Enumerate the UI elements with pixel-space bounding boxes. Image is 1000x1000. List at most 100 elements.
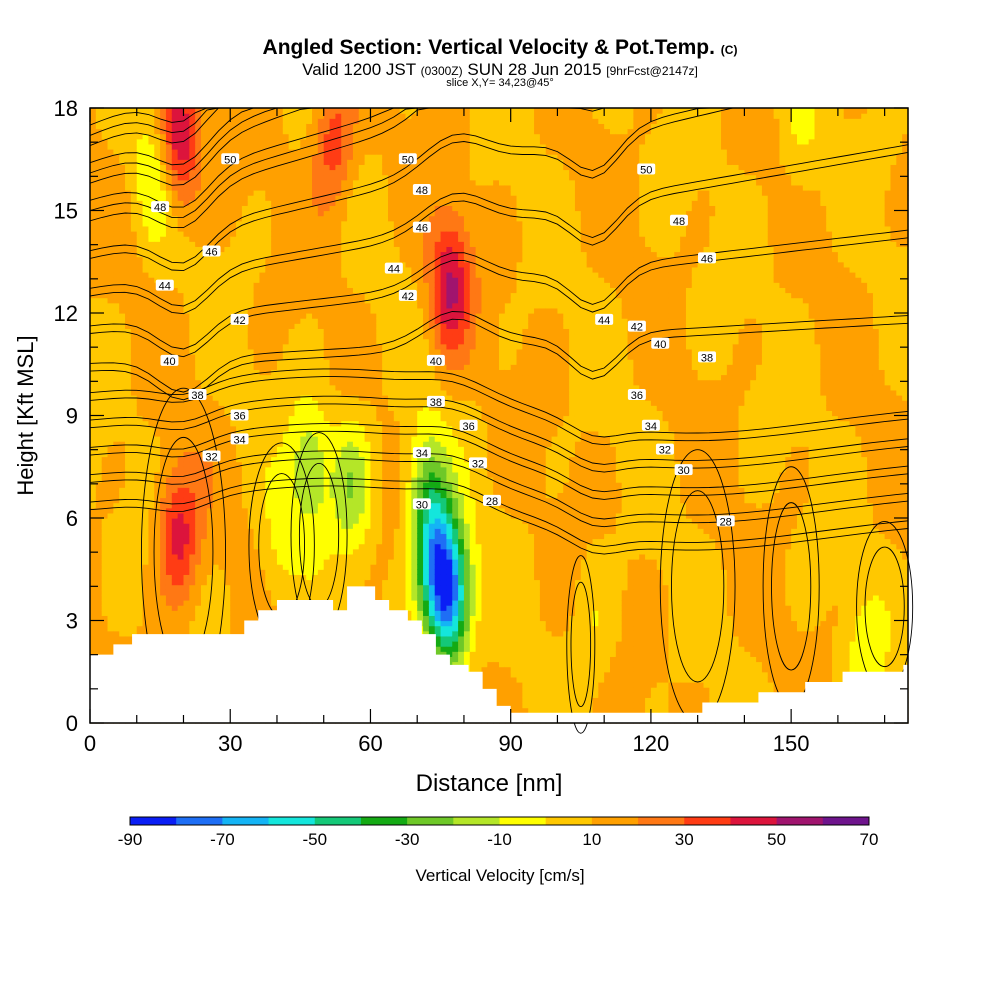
velocity-cell bbox=[259, 348, 266, 355]
velocity-cell bbox=[183, 528, 190, 534]
velocity-cell bbox=[265, 441, 272, 447]
velocity-cell bbox=[317, 461, 325, 468]
velocity-cell bbox=[276, 302, 284, 309]
velocity-cell bbox=[253, 241, 261, 247]
velocity-cell bbox=[119, 441, 126, 447]
velocity-cell bbox=[276, 338, 284, 345]
velocity-cell bbox=[306, 123, 313, 130]
velocity-cell bbox=[101, 579, 109, 586]
velocity-cell bbox=[329, 548, 336, 555]
velocity-cell bbox=[183, 266, 190, 273]
velocity-cell bbox=[323, 497, 331, 504]
velocity-cell bbox=[183, 215, 190, 222]
velocity-cell bbox=[90, 630, 97, 637]
velocity-cell bbox=[230, 164, 237, 171]
velocity-cell bbox=[300, 128, 307, 135]
velocity-cell bbox=[206, 466, 214, 473]
velocity-cell bbox=[282, 569, 290, 575]
velocity-cell bbox=[218, 410, 225, 417]
velocity-cell bbox=[306, 466, 313, 473]
velocity-cell bbox=[271, 461, 278, 468]
velocity-cell bbox=[142, 123, 150, 130]
velocity-cell bbox=[142, 195, 150, 201]
velocity-cell bbox=[306, 564, 313, 570]
velocity-cell bbox=[317, 348, 325, 355]
velocity-cell bbox=[282, 179, 290, 186]
velocity-cell bbox=[113, 507, 120, 514]
velocity-cell bbox=[101, 364, 109, 370]
velocity-cell bbox=[107, 646, 114, 652]
velocity-cell bbox=[265, 190, 272, 196]
velocity-cell bbox=[119, 169, 126, 176]
velocity-cell bbox=[306, 441, 313, 447]
velocity-cell bbox=[265, 533, 272, 540]
velocity-cell bbox=[288, 446, 296, 452]
velocity-cell bbox=[218, 277, 225, 283]
velocity-cell bbox=[282, 533, 290, 540]
velocity-cell bbox=[288, 251, 296, 258]
velocity-cell bbox=[101, 425, 109, 432]
velocity-cell bbox=[317, 277, 325, 283]
velocity-cell bbox=[90, 143, 97, 150]
velocity-cell bbox=[183, 564, 190, 570]
velocity-cell bbox=[101, 354, 109, 360]
velocity-cell bbox=[136, 220, 144, 227]
velocity-cell bbox=[294, 138, 301, 145]
velocity-cell bbox=[201, 425, 208, 432]
velocity-cell bbox=[300, 548, 307, 555]
velocity-cell bbox=[195, 507, 202, 514]
velocity-cell bbox=[171, 451, 179, 458]
velocity-cell bbox=[130, 128, 138, 135]
velocity-cell bbox=[306, 159, 313, 165]
velocity-cell bbox=[130, 369, 138, 376]
velocity-cell bbox=[160, 174, 167, 181]
velocity-cell bbox=[189, 328, 196, 335]
velocity-cell bbox=[247, 497, 255, 504]
velocity-cell bbox=[113, 302, 120, 309]
velocity-cell bbox=[160, 328, 167, 335]
velocity-cell bbox=[113, 502, 120, 509]
velocity-cell bbox=[236, 538, 243, 545]
velocity-cell bbox=[218, 354, 225, 360]
velocity-cell bbox=[189, 302, 196, 309]
velocity-cell bbox=[317, 343, 325, 350]
velocity-cell bbox=[218, 133, 225, 140]
velocity-cell bbox=[247, 446, 255, 452]
velocity-cell bbox=[271, 471, 278, 478]
velocity-cell bbox=[241, 384, 249, 391]
velocity-cell bbox=[253, 236, 261, 242]
velocity-cell bbox=[189, 246, 196, 253]
velocity-cell bbox=[95, 492, 103, 499]
velocity-cell bbox=[241, 241, 249, 247]
velocity-cell bbox=[241, 564, 249, 570]
velocity-cell bbox=[195, 461, 202, 468]
velocity-cell bbox=[212, 528, 220, 534]
velocity-cell bbox=[125, 236, 132, 242]
velocity-cell bbox=[101, 369, 109, 376]
velocity-cell bbox=[119, 589, 126, 596]
velocity-cell bbox=[276, 323, 284, 329]
velocity-cell bbox=[241, 333, 249, 340]
velocity-cell bbox=[101, 482, 109, 488]
velocity-cell bbox=[113, 528, 120, 534]
velocity-cell bbox=[107, 277, 114, 283]
velocity-cell bbox=[136, 302, 144, 309]
velocity-cell bbox=[113, 477, 120, 483]
velocity-cell bbox=[148, 379, 155, 386]
velocity-cell bbox=[317, 302, 325, 309]
velocity-cell bbox=[206, 200, 214, 206]
velocity-cell bbox=[95, 569, 103, 575]
velocity-cell bbox=[276, 313, 284, 319]
velocity-cell bbox=[136, 559, 144, 565]
velocity-cell bbox=[323, 338, 331, 345]
velocity-cell bbox=[165, 574, 173, 581]
velocity-cell bbox=[312, 446, 319, 452]
velocity-cell bbox=[317, 251, 325, 258]
velocity-cell bbox=[212, 553, 220, 560]
velocity-cell bbox=[195, 205, 202, 212]
velocity-cell bbox=[271, 564, 278, 570]
velocity-cell bbox=[201, 277, 208, 283]
velocity-cell bbox=[282, 543, 290, 550]
velocity-cell bbox=[177, 251, 185, 258]
velocity-cell bbox=[171, 138, 179, 145]
